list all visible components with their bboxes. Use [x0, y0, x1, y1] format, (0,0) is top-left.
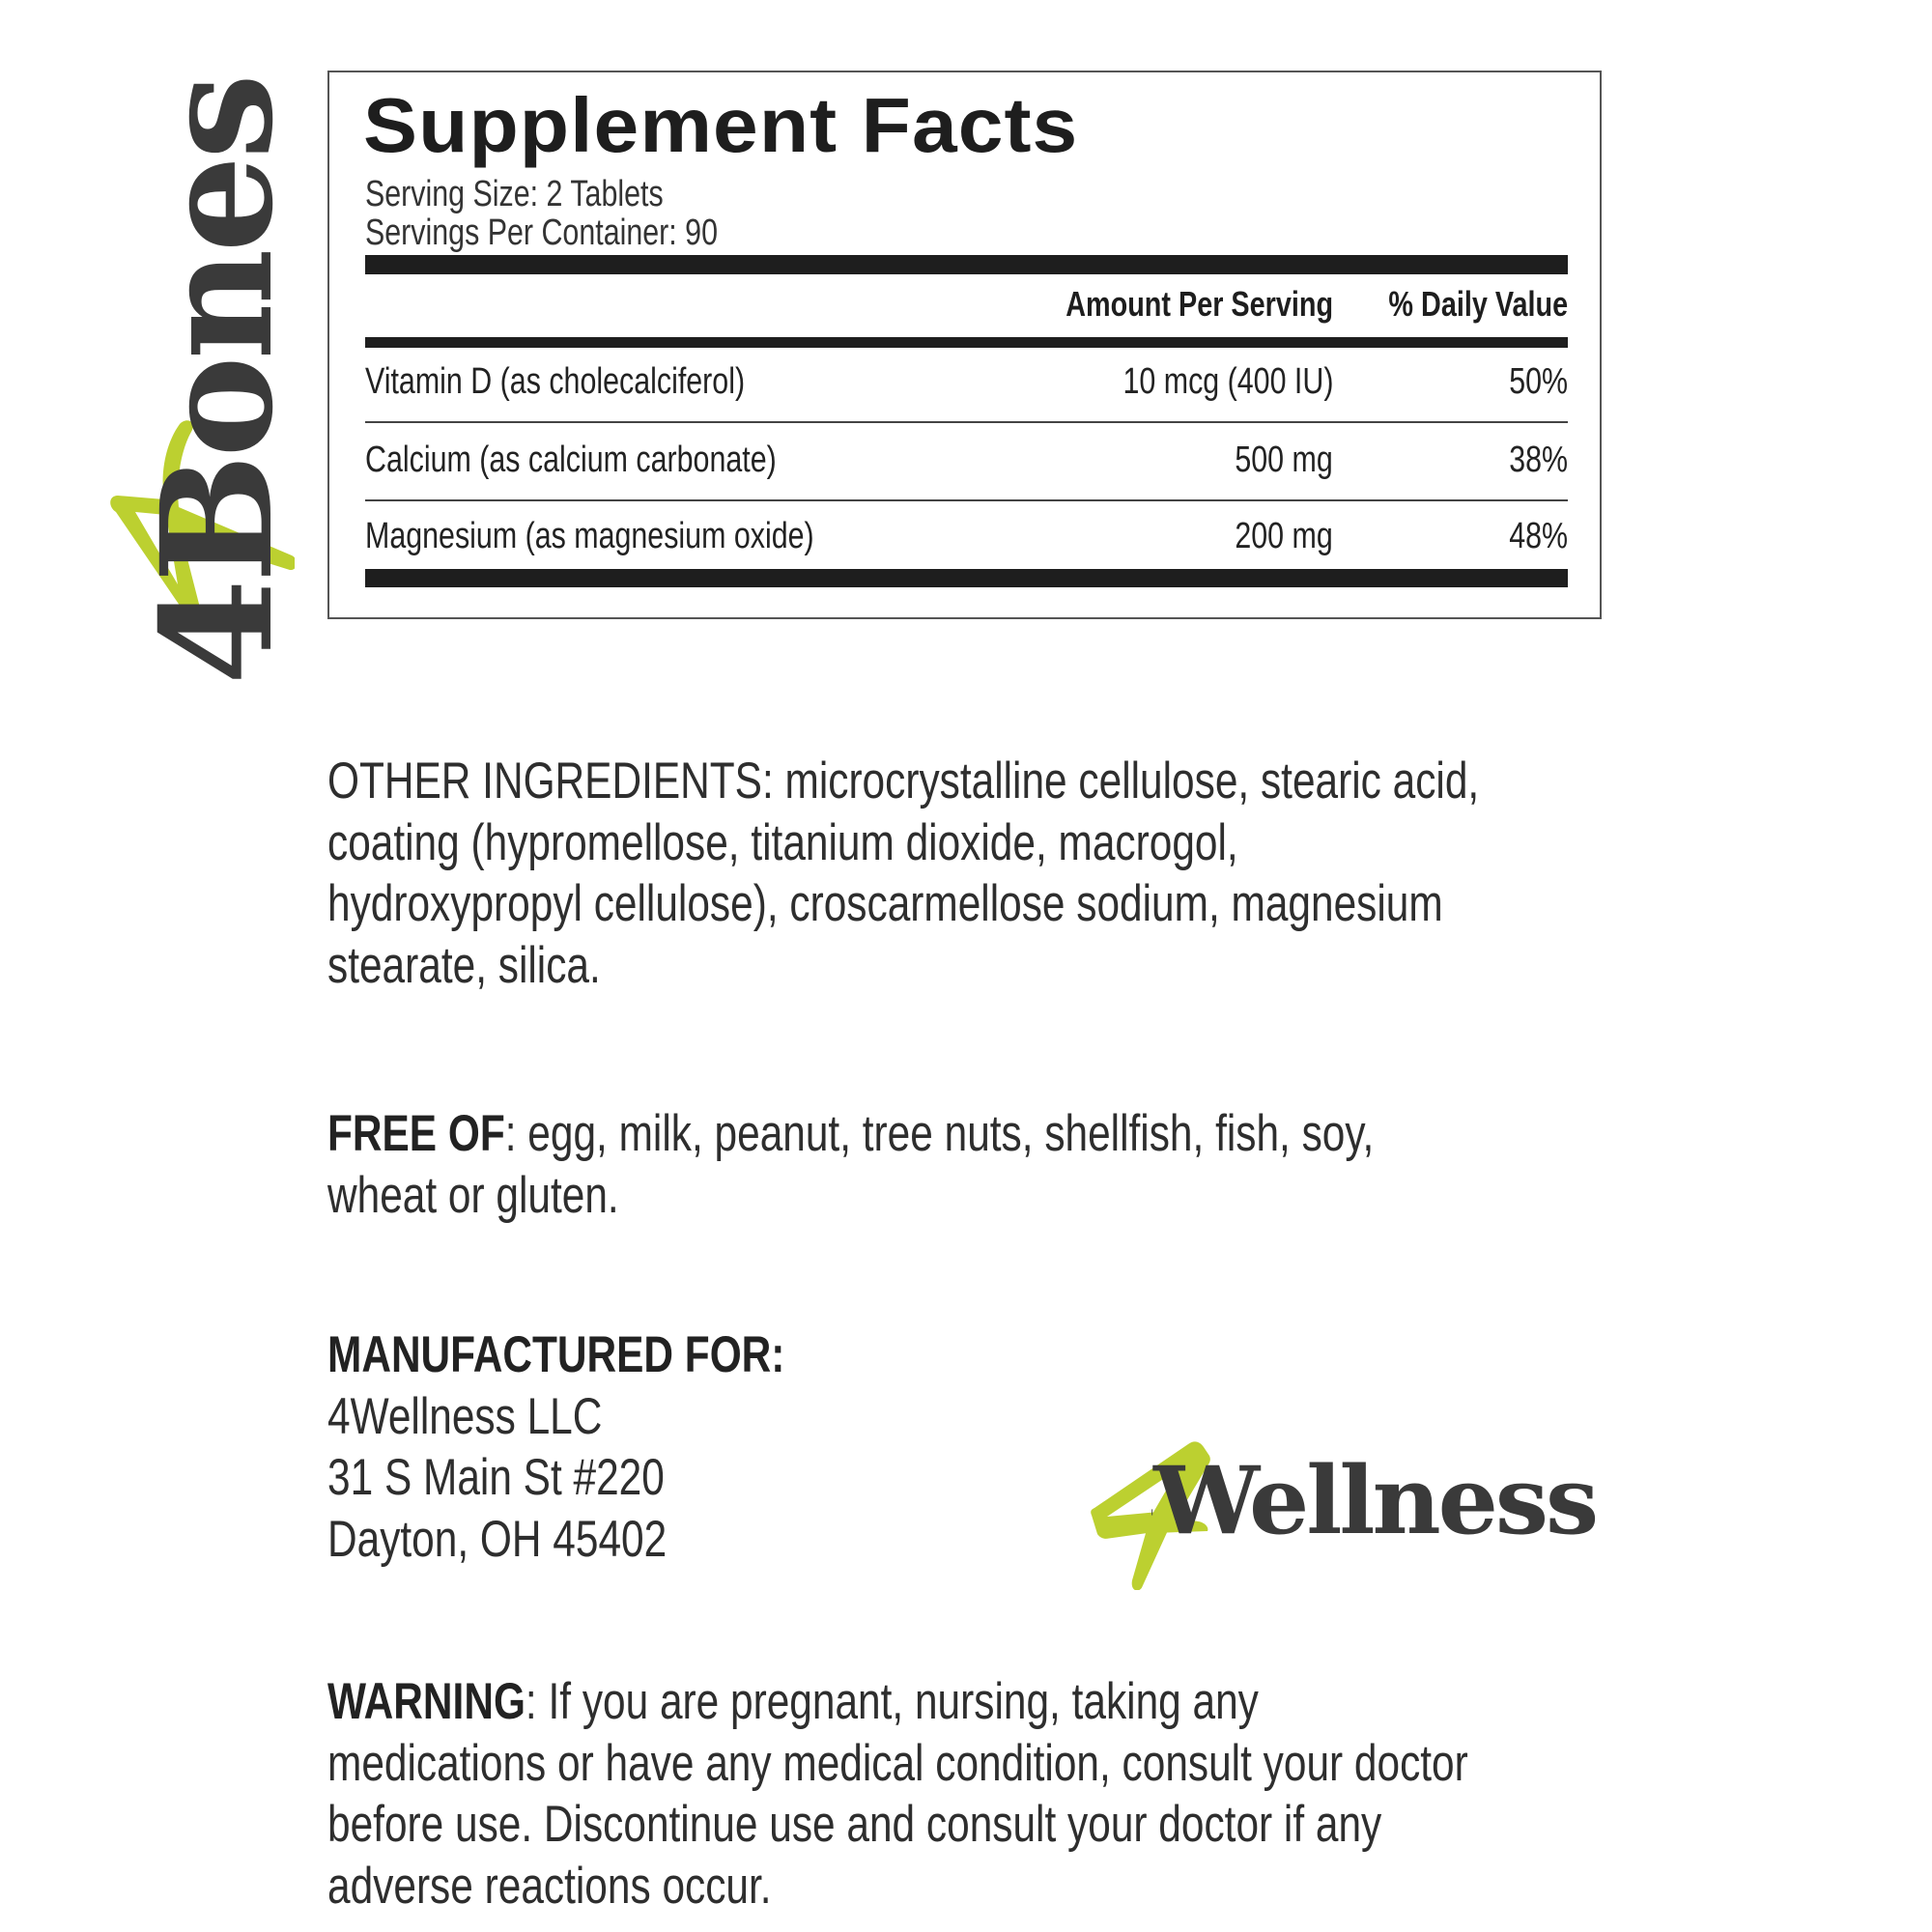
ingredients-line: stearate, silica.	[327, 937, 601, 994]
free-of-text: : egg, milk, peanut, tree nuts, shellfis…	[504, 1105, 1375, 1162]
divider-thin	[365, 421, 1568, 423]
company-logo-4wellness: 4Wellness	[1090, 1435, 1611, 1590]
manufacturer-name: 4Wellness LLC	[327, 1388, 603, 1445]
product-name-text: 4Bones	[128, 77, 307, 686]
divider-thin	[365, 499, 1568, 501]
four-logo-icon	[110, 420, 295, 621]
facts-title: Supplement Facts	[363, 82, 1079, 168]
free-of-label: FREE OF	[327, 1105, 505, 1162]
nutrient-dv: 38%	[1509, 440, 1568, 480]
warning-text: medications or have any medical conditio…	[327, 1735, 1468, 1792]
nutrient-name: Vitamin D (as cholecalciferol)	[365, 361, 746, 402]
manufacturer-street: 31 S Main St #220	[327, 1449, 665, 1506]
nutrient-dv: 48%	[1509, 516, 1568, 556]
nutrient-amount: 200 mg	[1235, 516, 1333, 556]
supplement-facts-panel	[327, 71, 1602, 619]
nutrient-dv: 50%	[1509, 361, 1568, 402]
header-daily-value: % Daily Value	[1388, 284, 1568, 324]
serving-size: Serving Size: 2 Tablets	[365, 174, 664, 214]
nutrient-name: Magnesium (as magnesium oxide)	[365, 516, 814, 556]
manufacturer-city: Dayton, OH 45402	[327, 1511, 668, 1568]
ingredients-line: coating (hypromellose, titanium dioxide,…	[327, 814, 1238, 871]
manufacturer-label: MANUFACTURED FOR:	[327, 1326, 785, 1383]
warning-label: WARNING	[327, 1673, 526, 1730]
ingredients-line: hydroxypropyl cellulose), croscarmellose…	[327, 875, 1443, 932]
warning-text: adverse reactions occur.	[327, 1858, 772, 1915]
servings-per-container: Servings Per Container: 90	[365, 213, 718, 253]
free-of-text: wheat or gluten.	[327, 1167, 619, 1224]
divider-thick	[365, 255, 1568, 274]
ingredients-line: OTHER INGREDIENTS: microcrystalline cell…	[327, 753, 1480, 810]
product-logo-4bones: 4Bones	[97, 77, 307, 685]
nutrient-amount: 10 mcg (400 IU)	[1122, 361, 1333, 402]
nutrient-name: Calcium (as calcium carbonate)	[365, 440, 777, 480]
header-amount: Amount Per Serving	[1065, 284, 1333, 324]
nutrient-amount: 500 mg	[1235, 440, 1333, 480]
divider-medium	[365, 337, 1568, 348]
company-name-text: 4Wellness	[1091, 1446, 1597, 1555]
warning-text: : If you are pregnant, nursing, taking a…	[525, 1673, 1259, 1730]
warning-text: before use. Discontinue use and consult …	[327, 1796, 1382, 1853]
four-logo-icon	[1091, 1441, 1210, 1590]
divider-thick	[365, 569, 1568, 587]
